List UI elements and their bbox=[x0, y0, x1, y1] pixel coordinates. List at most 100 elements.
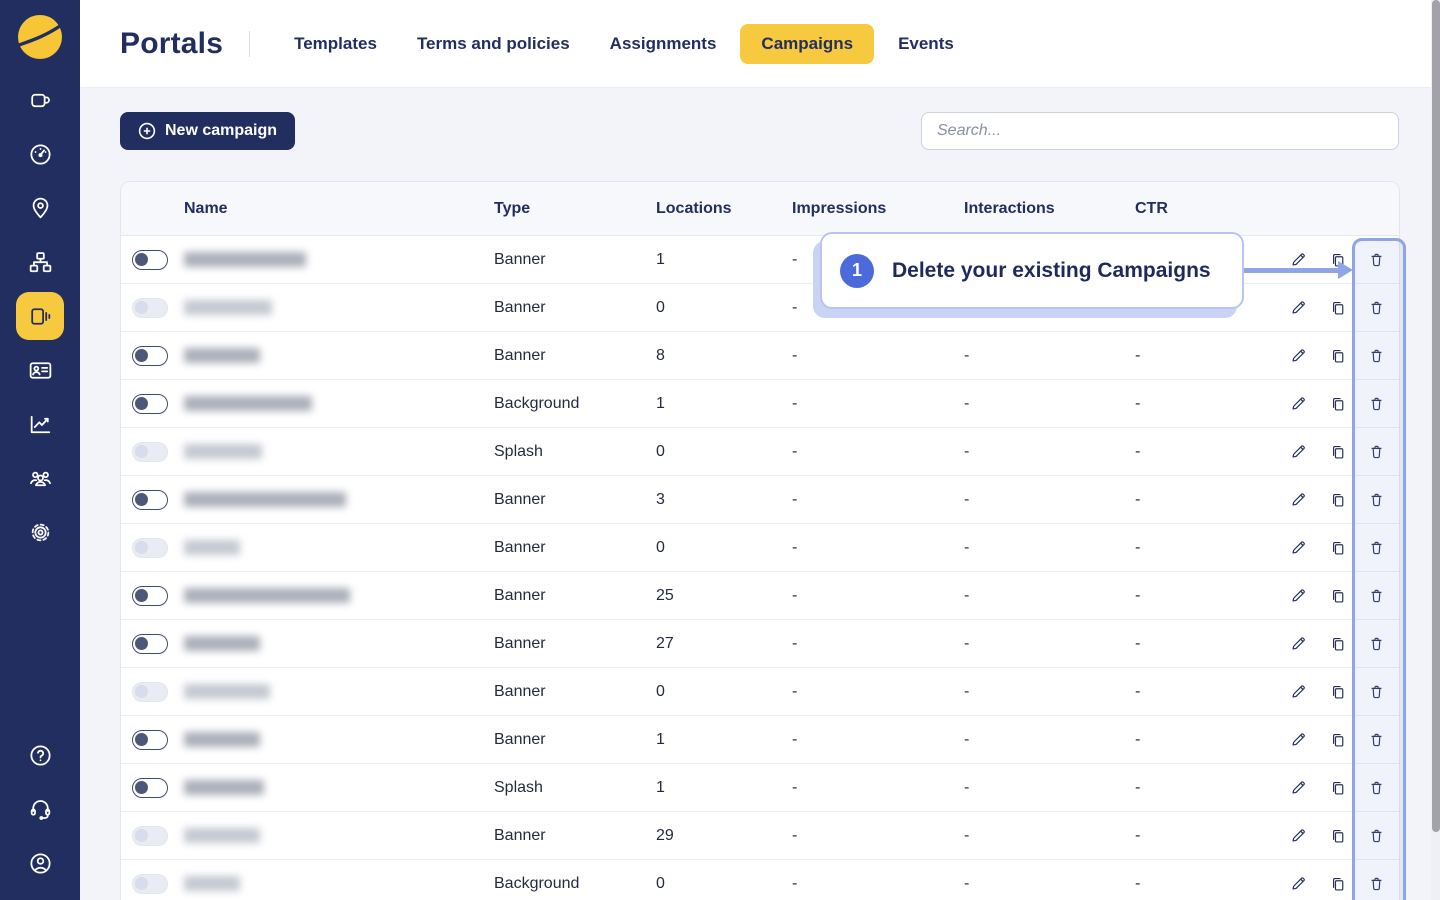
campaign-name-redacted bbox=[184, 588, 350, 603]
edit-pencil-icon[interactable] bbox=[1290, 587, 1307, 604]
row-enabled-toggle[interactable] bbox=[132, 250, 168, 270]
row-enabled-toggle[interactable] bbox=[132, 586, 168, 606]
row-enabled-toggle[interactable] bbox=[132, 778, 168, 798]
sidebar-item-dashboard[interactable] bbox=[0, 127, 80, 181]
sidebar-item-guests[interactable] bbox=[0, 73, 80, 127]
toggle-cell bbox=[121, 298, 184, 318]
edit-pencil-icon[interactable] bbox=[1290, 299, 1307, 316]
row-enabled-toggle[interactable] bbox=[132, 538, 168, 558]
row-enabled-toggle[interactable] bbox=[132, 442, 168, 462]
impressions-cell: - bbox=[792, 347, 964, 365]
duplicate-copy-icon[interactable] bbox=[1329, 827, 1346, 844]
delete-trash-icon[interactable] bbox=[1368, 875, 1385, 892]
edit-pencil-icon[interactable] bbox=[1290, 539, 1307, 556]
toggle-cell bbox=[121, 250, 184, 270]
delete-trash-icon[interactable] bbox=[1368, 779, 1385, 796]
tab-events[interactable]: Events bbox=[882, 24, 970, 64]
row-enabled-toggle[interactable] bbox=[132, 874, 168, 894]
duplicate-copy-icon[interactable] bbox=[1329, 875, 1346, 892]
row-enabled-toggle[interactable] bbox=[132, 490, 168, 510]
row-enabled-toggle[interactable] bbox=[132, 634, 168, 654]
duplicate-copy-icon[interactable] bbox=[1329, 731, 1346, 748]
ctr-cell: - bbox=[1135, 875, 1281, 893]
edit-pencil-icon[interactable] bbox=[1290, 251, 1307, 268]
sidebar-item-portals-active[interactable] bbox=[0, 289, 80, 343]
sidebar-item-users[interactable] bbox=[0, 451, 80, 505]
brand-logo[interactable] bbox=[17, 14, 63, 60]
delete-trash-icon[interactable] bbox=[1368, 635, 1385, 652]
delete-trash-icon[interactable] bbox=[1368, 683, 1385, 700]
duplicate-copy-icon[interactable] bbox=[1329, 587, 1346, 604]
impressions-cell: - bbox=[792, 491, 964, 509]
edit-pencil-icon[interactable] bbox=[1290, 347, 1307, 364]
impressions-cell: - bbox=[792, 779, 964, 797]
sidebar-item-support[interactable] bbox=[0, 782, 80, 836]
tab-assignments[interactable]: Assignments bbox=[594, 24, 733, 64]
edit-pencil-icon[interactable] bbox=[1290, 827, 1307, 844]
delete-trash-icon[interactable] bbox=[1368, 539, 1385, 556]
duplicate-copy-icon[interactable] bbox=[1329, 491, 1346, 508]
search-input[interactable] bbox=[921, 112, 1399, 150]
delete-trash-icon[interactable] bbox=[1368, 491, 1385, 508]
table-row: Banner 8 - - - bbox=[121, 332, 1399, 380]
delete-trash-icon[interactable] bbox=[1368, 587, 1385, 604]
tab-templates[interactable]: Templates bbox=[278, 24, 393, 64]
toggle-cell bbox=[121, 394, 184, 414]
edit-pencil-icon[interactable] bbox=[1290, 683, 1307, 700]
callout-arrow-head-icon bbox=[1338, 261, 1353, 279]
edit-pencil-icon[interactable] bbox=[1290, 635, 1307, 652]
delete-trash-icon[interactable] bbox=[1368, 347, 1385, 364]
row-enabled-toggle[interactable] bbox=[132, 826, 168, 846]
edit-pencil-icon[interactable] bbox=[1290, 875, 1307, 892]
edit-pencil-icon[interactable] bbox=[1290, 731, 1307, 748]
name-cell bbox=[184, 875, 494, 893]
delete-trash-icon[interactable] bbox=[1368, 827, 1385, 844]
campaign-name-redacted bbox=[184, 444, 262, 459]
edit-pencil-icon[interactable] bbox=[1290, 779, 1307, 796]
sidebar-item-locations[interactable] bbox=[0, 181, 80, 235]
tab-campaigns[interactable]: Campaigns bbox=[740, 24, 874, 64]
row-enabled-toggle[interactable] bbox=[132, 394, 168, 414]
duplicate-copy-icon[interactable] bbox=[1329, 635, 1346, 652]
row-enabled-toggle[interactable] bbox=[132, 682, 168, 702]
row-actions bbox=[1281, 299, 1401, 316]
row-enabled-toggle[interactable] bbox=[132, 298, 168, 318]
delete-trash-icon[interactable] bbox=[1368, 299, 1385, 316]
tab-terms-and-policies[interactable]: Terms and policies bbox=[401, 24, 586, 64]
delete-trash-icon[interactable] bbox=[1368, 395, 1385, 412]
delete-trash-icon[interactable] bbox=[1368, 731, 1385, 748]
edit-pencil-icon[interactable] bbox=[1290, 395, 1307, 412]
row-actions bbox=[1281, 539, 1401, 556]
duplicate-copy-icon[interactable] bbox=[1329, 443, 1346, 460]
toggle-cell bbox=[121, 826, 184, 846]
table-row: Banner 3 - - - bbox=[121, 476, 1399, 524]
row-enabled-toggle[interactable] bbox=[132, 730, 168, 750]
scrollbar-thumb[interactable] bbox=[1432, 0, 1440, 832]
name-cell bbox=[184, 731, 494, 749]
duplicate-copy-icon[interactable] bbox=[1329, 395, 1346, 412]
row-enabled-toggle[interactable] bbox=[132, 346, 168, 366]
users-icon bbox=[27, 465, 54, 492]
type-cell: Background bbox=[494, 875, 656, 893]
duplicate-copy-icon[interactable] bbox=[1329, 299, 1346, 316]
new-campaign-button[interactable]: New campaign bbox=[120, 112, 295, 150]
sidebar-item-network[interactable] bbox=[0, 235, 80, 289]
scrollbar-track[interactable] bbox=[1431, 0, 1440, 900]
edit-pencil-icon[interactable] bbox=[1290, 491, 1307, 508]
duplicate-copy-icon[interactable] bbox=[1329, 539, 1346, 556]
main-content: New campaign Name Type Locations Impress… bbox=[80, 88, 1440, 900]
duplicate-copy-icon[interactable] bbox=[1329, 779, 1346, 796]
sitemap-icon bbox=[27, 249, 54, 276]
sidebar-item-settings[interactable] bbox=[0, 505, 80, 559]
sidebar-item-analytics[interactable] bbox=[0, 397, 80, 451]
sidebar-item-contacts[interactable] bbox=[0, 343, 80, 397]
interactions-cell: - bbox=[964, 539, 1135, 557]
edit-pencil-icon[interactable] bbox=[1290, 443, 1307, 460]
delete-trash-icon[interactable] bbox=[1368, 251, 1385, 268]
duplicate-copy-icon[interactable] bbox=[1329, 683, 1346, 700]
sidebar-item-account[interactable] bbox=[0, 836, 80, 890]
delete-trash-icon[interactable] bbox=[1368, 443, 1385, 460]
sidebar-item-help[interactable] bbox=[0, 728, 80, 782]
gauge-icon bbox=[27, 141, 54, 168]
duplicate-copy-icon[interactable] bbox=[1329, 347, 1346, 364]
